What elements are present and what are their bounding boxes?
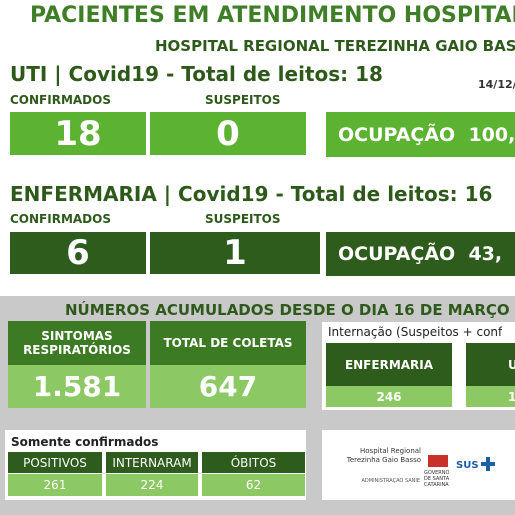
- label: TOTAL DE COLETAS: [150, 321, 306, 365]
- cumulative-heading: NÚMEROS ACUMULADOS DESDE O DIA 16 DE MAR…: [65, 301, 510, 319]
- ward-suspected: 1: [150, 232, 320, 274]
- uti-suspected: 0: [150, 112, 306, 155]
- uti-occupancy: 100,: [468, 123, 515, 146]
- label: U: [466, 343, 515, 386]
- samples: 647: [150, 365, 306, 408]
- label: OCUPAÇÃO: [338, 243, 456, 265]
- label: POSITIVOS: [8, 452, 102, 473]
- positive: 261: [8, 474, 102, 496]
- ward-confirmed: 6: [10, 232, 146, 274]
- confirmed-heading: Somente confirmados: [11, 435, 159, 449]
- cross: [486, 457, 490, 471]
- admitted: 224: [106, 474, 198, 496]
- hospital-logo: Hospital Regional Terezinha Gaio Basso: [346, 447, 421, 464]
- label: CONFIRMADOS: [10, 93, 111, 107]
- admission-icu: 1: [466, 386, 515, 407]
- label: OCUPAÇÃO: [338, 123, 456, 146]
- sus-logo: SUS: [456, 460, 479, 471]
- symptoms: 1.581: [8, 365, 146, 408]
- label: ÓBITOS: [202, 452, 305, 473]
- uti-confirmed: 18: [10, 112, 146, 155]
- uti-heading: UTI | Covid19 - Total de leitos: 18: [10, 62, 383, 86]
- admission-ward: 246: [326, 386, 452, 407]
- ward-occupancy: 43,: [468, 243, 503, 265]
- label: SUSPEITOS: [205, 212, 281, 226]
- label: SINTOMAS RESPIRATÓRIOS: [8, 321, 146, 365]
- subtitle: HOSPITAL REGIONAL TEREZINHA GAIO BAS: [155, 37, 515, 55]
- date: 14/12/: [478, 78, 515, 91]
- flag: [428, 455, 448, 467]
- government-logo: GOVERNO DE SANTA CATARINA: [424, 470, 450, 488]
- label: INTERNARAM: [106, 452, 198, 473]
- admin-logo: ADMINISTRAÇÃO SANIE: [361, 478, 420, 484]
- title: PACIENTES EM ATENDIMENTO HOSPITAL: [30, 3, 515, 28]
- label: ENFERMARIA: [326, 343, 452, 386]
- label: SUSPEITOS: [205, 93, 281, 107]
- label: CONFIRMADOS: [10, 212, 111, 226]
- ward-heading: ENFERMARIA | Covid19 - Total de leitos: …: [10, 182, 493, 206]
- deaths: 62: [202, 474, 305, 496]
- admission-heading: Internação (Suspeitos + conf: [328, 325, 503, 339]
